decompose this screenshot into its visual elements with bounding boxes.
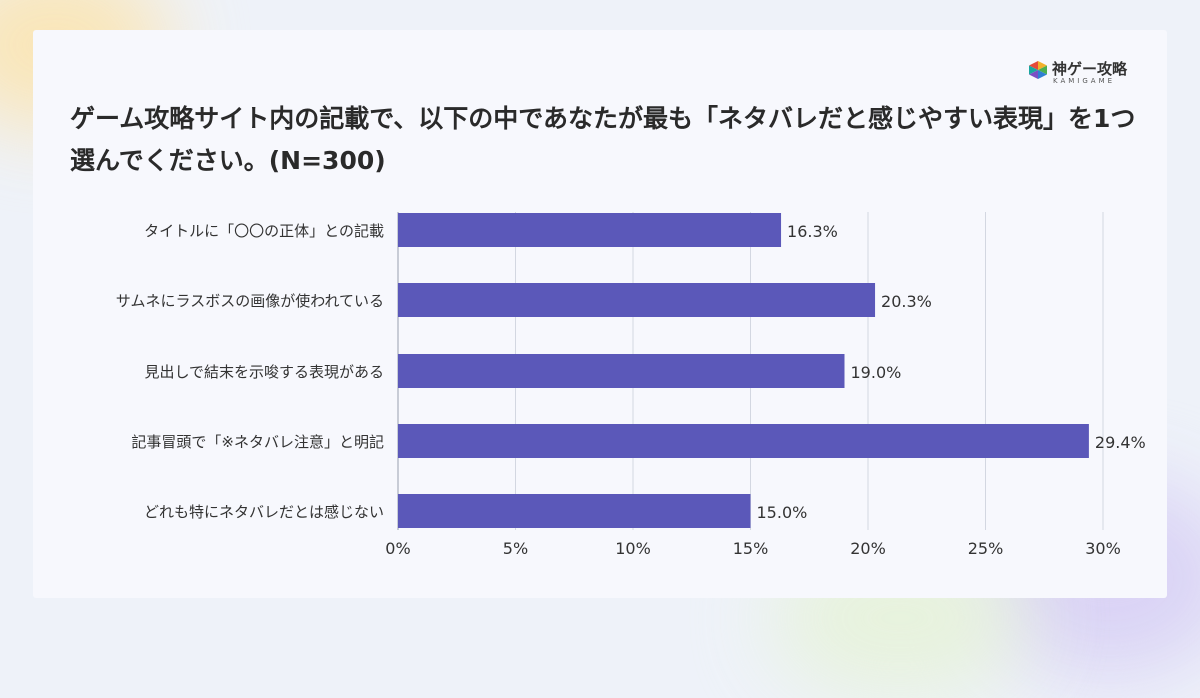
bar — [398, 424, 1089, 458]
x-tick-label: 25% — [968, 539, 1004, 558]
data-label: 20.3% — [881, 292, 932, 311]
x-tick-label: 0% — [385, 539, 410, 558]
data-label: 16.3% — [787, 222, 838, 241]
x-tick-label: 5% — [503, 539, 528, 558]
logo-name: 神ゲー攻略 — [1052, 60, 1128, 78]
x-tick-label: 15% — [733, 539, 769, 558]
bar-chart: 0% 5% 10% 15% 20% 25% 30% タイトルに「〇〇の正体」との記載 16.3%… — [116, 212, 1146, 558]
x-tick-label: 30% — [1085, 539, 1121, 558]
x-tick-label: 20% — [850, 539, 886, 558]
category-label: どれも特にネタバレだとは感じない — [144, 503, 384, 521]
bar — [398, 213, 782, 247]
logo-icon — [1029, 61, 1047, 79]
bar — [398, 283, 876, 317]
chart-title: ゲーム攻略サイト内の記載で、以下の中であなたが最も「ネタバレだと感じやすい表現」… — [70, 104, 1136, 175]
bar — [398, 354, 845, 388]
data-label: 19.0% — [851, 363, 902, 382]
x-tick-label: 10% — [615, 539, 651, 558]
bar — [398, 494, 751, 528]
brand-logo: 神ゲー攻略 KAMIGAME — [1029, 58, 1139, 88]
category-label: サムネにラスボスの画像が使われている — [116, 292, 384, 310]
category-label: 見出しで結末を示唆する表現がある — [144, 363, 384, 381]
logo-subtitle: KAMIGAME — [1053, 77, 1116, 85]
data-label: 29.4% — [1095, 433, 1146, 452]
category-label: タイトルに「〇〇の正体」との記載 — [144, 222, 384, 240]
data-label: 15.0% — [757, 503, 808, 522]
category-label: 記事冒頭で「※ネタバレ注意」と明記 — [131, 433, 384, 451]
